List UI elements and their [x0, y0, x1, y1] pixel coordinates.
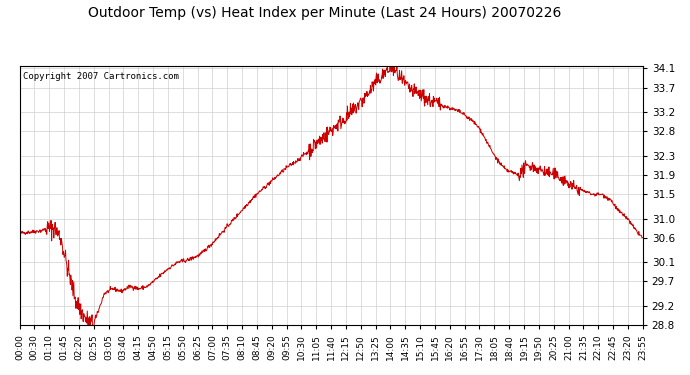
Text: Outdoor Temp (vs) Heat Index per Minute (Last 24 Hours) 20070226: Outdoor Temp (vs) Heat Index per Minute … [88, 6, 561, 20]
Text: Copyright 2007 Cartronics.com: Copyright 2007 Cartronics.com [23, 72, 179, 81]
